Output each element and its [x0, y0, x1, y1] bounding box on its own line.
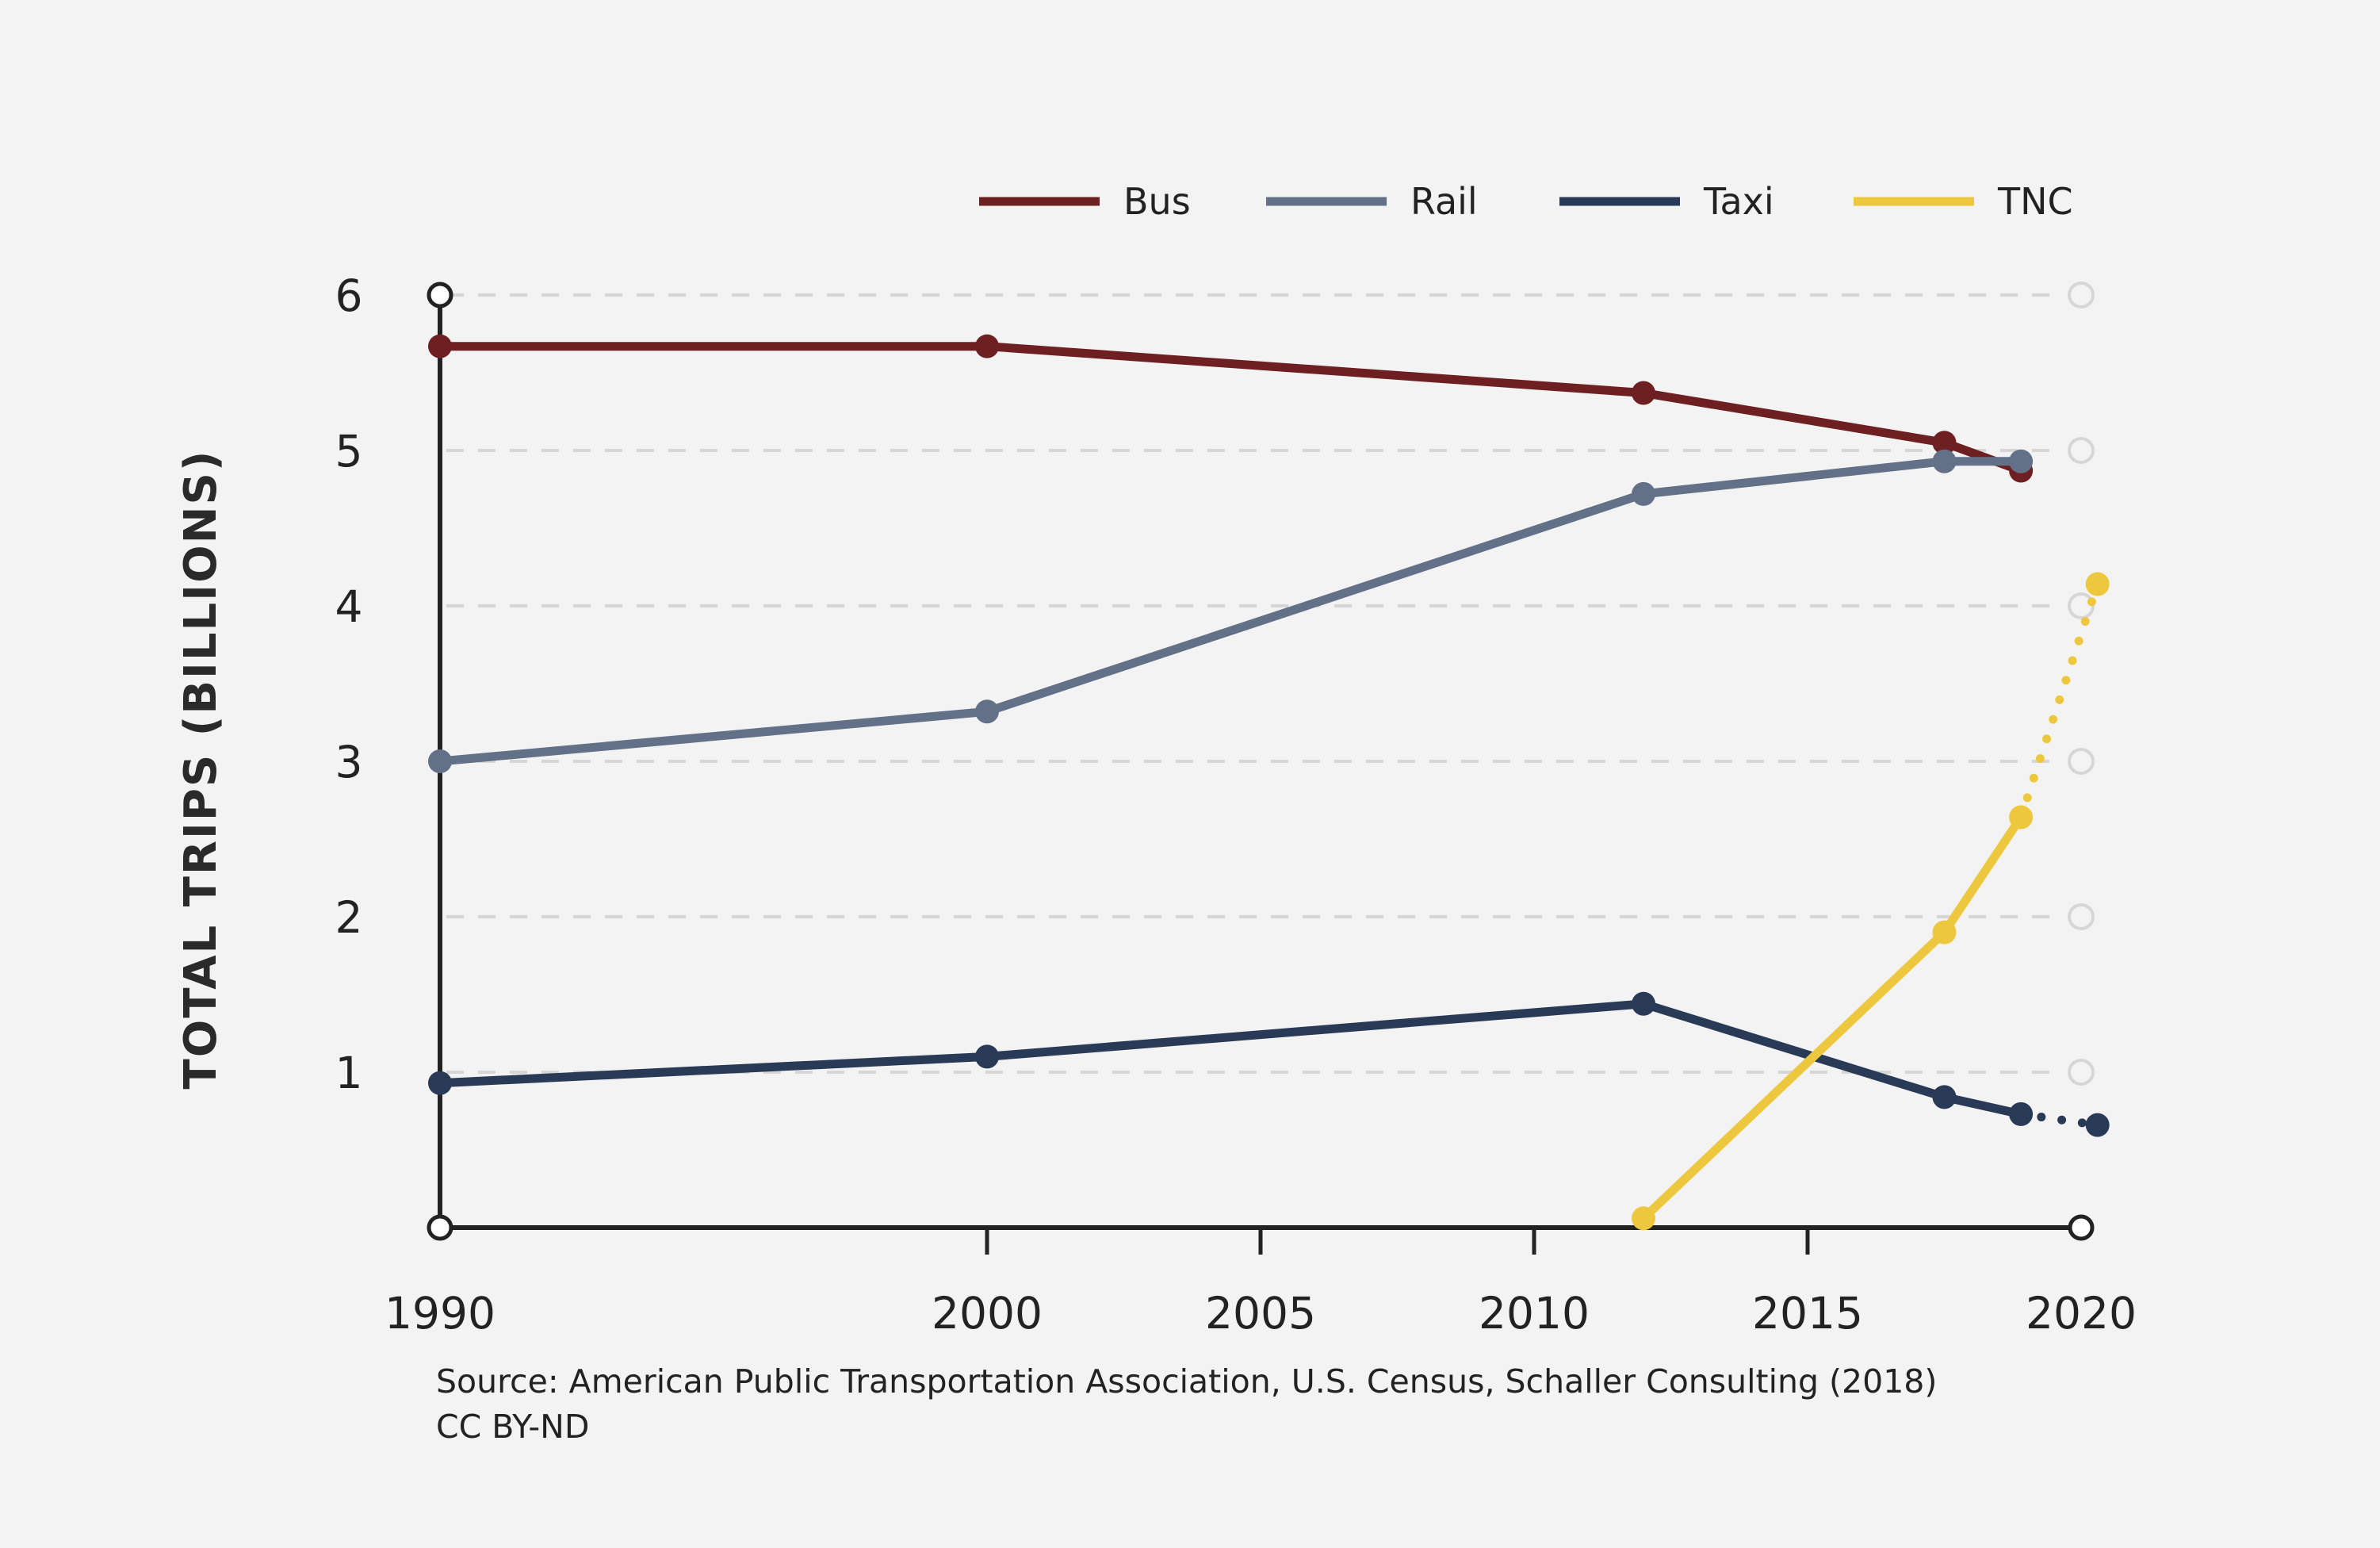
gridline-end-marker	[2068, 282, 2095, 308]
series-line	[435, 999, 2026, 1119]
data-point	[975, 334, 999, 358]
series-rail	[428, 449, 2034, 773]
source-note: Source: American Public Transportation A…	[436, 1362, 1937, 1400]
series-taxi	[428, 991, 2110, 1137]
gridline-end-marker	[2068, 437, 2095, 464]
data-point	[975, 699, 999, 724]
data-point	[1632, 1206, 1655, 1231]
data-point	[1932, 431, 1957, 455]
series-tnc	[1632, 572, 2110, 1231]
data-point	[1632, 991, 1655, 1016]
x-tick-label: 2010	[1479, 1288, 1590, 1339]
y-axis-end-marker	[427, 282, 453, 308]
license-note: CC BY-ND	[436, 1408, 589, 1446]
legend-label: Rail	[1410, 180, 1478, 223]
data-point	[2085, 572, 2110, 596]
data-point	[1632, 381, 1655, 405]
legend-label: Bus	[1123, 180, 1191, 223]
data-point	[1632, 481, 1655, 506]
series-bus	[428, 334, 2034, 483]
x-tick-label: 2000	[932, 1288, 1043, 1339]
y-tick-label: 2	[335, 892, 363, 943]
data-point	[2009, 449, 2034, 473]
x-tick-label: 2020	[2026, 1288, 2137, 1339]
data-point	[975, 1044, 999, 1069]
origin-marker	[427, 1214, 453, 1241]
y-tick-label: 1	[335, 1048, 363, 1098]
data-point	[1932, 449, 1957, 473]
data-point	[1932, 1085, 1957, 1109]
y-axis-title: TOTAL TRIPS (BILLIONS)	[175, 450, 227, 1090]
legend-label: Taxi	[1703, 180, 1774, 223]
legend-item-tnc: TNC	[1854, 180, 2073, 223]
x-tick-label: 2015	[1752, 1288, 1863, 1339]
gridline-end-marker	[2068, 748, 2095, 775]
series-line	[435, 457, 2026, 766]
y-tick-label: 6	[335, 270, 363, 321]
x-axis-end-marker	[2068, 1214, 2095, 1241]
legend-item-taxi: Taxi	[1559, 180, 1774, 223]
data-point	[2085, 1113, 2110, 1137]
legend-item-bus: Bus	[979, 180, 1191, 223]
x-tick-label: 1990	[385, 1288, 496, 1339]
data-point	[2009, 805, 2034, 830]
data-point	[1932, 920, 1957, 945]
y-tick-label: 4	[335, 581, 363, 632]
y-tick-label: 5	[335, 426, 363, 477]
gridline-end-marker	[2068, 592, 2095, 619]
y-tick-label: 3	[335, 737, 363, 787]
series-projection-line	[2016, 580, 2103, 822]
data-point	[428, 334, 452, 358]
gridline-end-marker	[2068, 903, 2095, 930]
legend-label: TNC	[1997, 180, 2073, 223]
x-tick-label: 2005	[1205, 1288, 1316, 1339]
gridline-end-marker	[2068, 1059, 2095, 1086]
series-projection-line	[2016, 1109, 2103, 1130]
legend-item-rail: Rail	[1266, 180, 1478, 223]
data-point	[428, 1071, 452, 1095]
data-point	[2009, 1102, 2034, 1126]
data-point	[428, 749, 452, 773]
